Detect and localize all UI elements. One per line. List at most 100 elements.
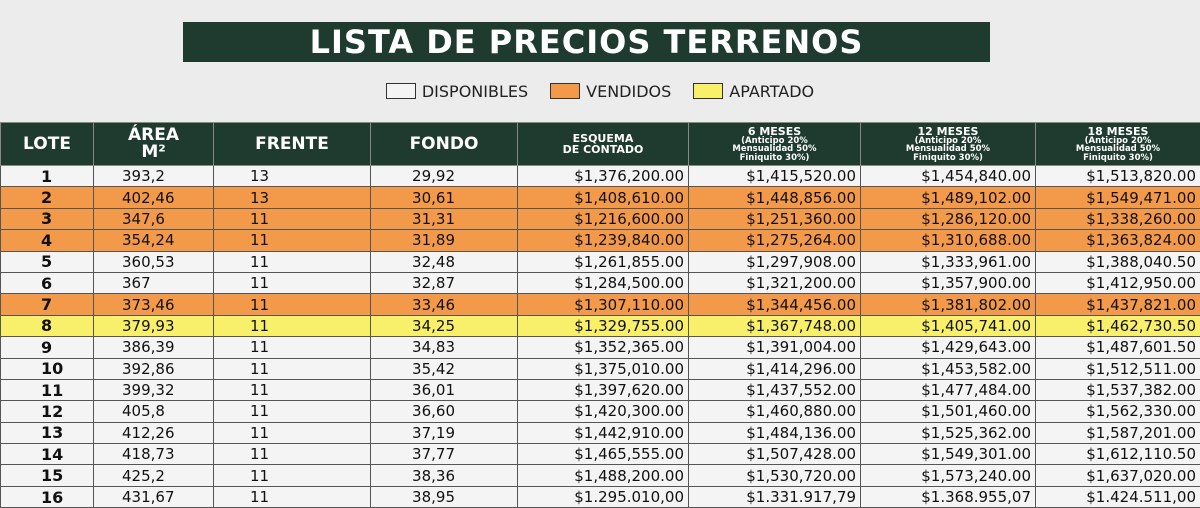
table-cell: 11	[214, 251, 371, 272]
table-cell: $1,477,484.00	[861, 379, 1036, 400]
table-cell: $1,284,500.00	[518, 272, 689, 293]
table-cell: $1,537,382.00	[1036, 379, 1200, 400]
table-cell: 34,25	[371, 315, 518, 336]
column-note: M²	[94, 144, 213, 161]
table-cell: $1,391,004.00	[689, 337, 861, 358]
table-cell: 393,2	[94, 166, 214, 187]
column-note: Finiquito 30%)	[861, 154, 1035, 163]
table-cell: 31,89	[371, 230, 518, 251]
table-cell: 30,61	[371, 187, 518, 208]
table-cell: 347,6	[94, 208, 214, 229]
table-cell: $1,251,360.00	[689, 208, 861, 229]
table-cell: $1,261,855.00	[518, 251, 689, 272]
table-cell: 32,87	[371, 272, 518, 293]
column-note: DE CONTADO	[518, 144, 688, 155]
table-cell: 11	[214, 337, 371, 358]
table-cell: $1,488,200.00	[518, 465, 689, 486]
table-cell: 11	[214, 444, 371, 465]
lot-number: 7	[1, 294, 94, 315]
table-cell: 360,53	[94, 251, 214, 272]
column-header: 6 MESES(Anticipo 20%Mensualidad 50%Finiq…	[689, 123, 861, 166]
column-header: FONDO	[371, 123, 518, 166]
table-cell: 31,31	[371, 208, 518, 229]
table-cell: $1,437,552.00	[689, 379, 861, 400]
lot-number: 10	[1, 358, 94, 379]
table-cell: $1,587,201.00	[1036, 422, 1200, 443]
table-cell: $1,216,600.00	[518, 208, 689, 229]
table-cell: $1.331.917,79	[689, 486, 861, 507]
table-cell: $1,414,296.00	[689, 358, 861, 379]
table-cell: $1.368.955,07	[861, 486, 1036, 507]
lot-number: 6	[1, 272, 94, 293]
table-cell: $1,329,755.00	[518, 315, 689, 336]
table-cell: $1,388,040.50	[1036, 251, 1200, 272]
table-cell: $1,612,110.50	[1036, 444, 1200, 465]
lot-number: 14	[1, 444, 94, 465]
table-cell: $1,310,688.00	[861, 230, 1036, 251]
lot-number: 12	[1, 401, 94, 422]
table-cell: $1,376,200.00	[518, 166, 689, 187]
column-header: 18 MESES(Anticipo 20%Mensualidad 50%Fini…	[1036, 123, 1200, 166]
table-cell: 11	[214, 422, 371, 443]
table-cell: 11	[214, 230, 371, 251]
table-cell: $1,465,555.00	[518, 444, 689, 465]
lot-number: 2	[1, 187, 94, 208]
table-cell: $1,363,824.00	[1036, 230, 1200, 251]
table-cell: 33,46	[371, 294, 518, 315]
table-cell: 11	[214, 294, 371, 315]
table-cell: 431,67	[94, 486, 214, 507]
lot-number: 16	[1, 486, 94, 507]
table-cell: 373,46	[94, 294, 214, 315]
table-cell: 379,93	[94, 315, 214, 336]
table-cell: 386,39	[94, 337, 214, 358]
table-cell: 11	[214, 272, 371, 293]
legend-item: APARTADO	[693, 80, 814, 102]
table-cell: 37,19	[371, 422, 518, 443]
legend-item: DISPONIBLES	[386, 80, 528, 102]
lot-number: 9	[1, 337, 94, 358]
legend-label: VENDIDOS	[586, 82, 671, 101]
lot-number: 3	[1, 208, 94, 229]
table-cell: 402,46	[94, 187, 214, 208]
table-cell: $1,333,961.00	[861, 251, 1036, 272]
table-cell: $1,448,856.00	[689, 187, 861, 208]
table-cell: 35,42	[371, 358, 518, 379]
column-title: LOTE	[1, 136, 93, 153]
table-cell: 11	[214, 486, 371, 507]
table-cell: $1,501,460.00	[861, 401, 1036, 422]
table-cell: $1,397,620.00	[518, 379, 689, 400]
table-cell: $1,286,120.00	[861, 208, 1036, 229]
table-cell: 11	[214, 401, 371, 422]
table-cell: 13	[214, 166, 371, 187]
table-cell: $1,338,260.00	[1036, 208, 1200, 229]
table-cell: $1,405,741.00	[861, 315, 1036, 336]
table-cell: $1,454,840.00	[861, 166, 1036, 187]
table-cell: $1,487,601.50	[1036, 337, 1200, 358]
table-cell: $1,512,511.00	[1036, 358, 1200, 379]
lot-number: 13	[1, 422, 94, 443]
lot-number: 8	[1, 315, 94, 336]
table-cell: $1,549,471.00	[1036, 187, 1200, 208]
table-cell: $1,513,820.00	[1036, 166, 1200, 187]
column-header: 12 MESES(Anticipo 20%Mensualidad 50%Fini…	[861, 123, 1036, 166]
table-cell: 11	[214, 315, 371, 336]
table-cell: $1,357,900.00	[861, 272, 1036, 293]
legend-label: DISPONIBLES	[422, 82, 528, 101]
lot-number: 15	[1, 465, 94, 486]
table-cell: $1,573,240.00	[861, 465, 1036, 486]
